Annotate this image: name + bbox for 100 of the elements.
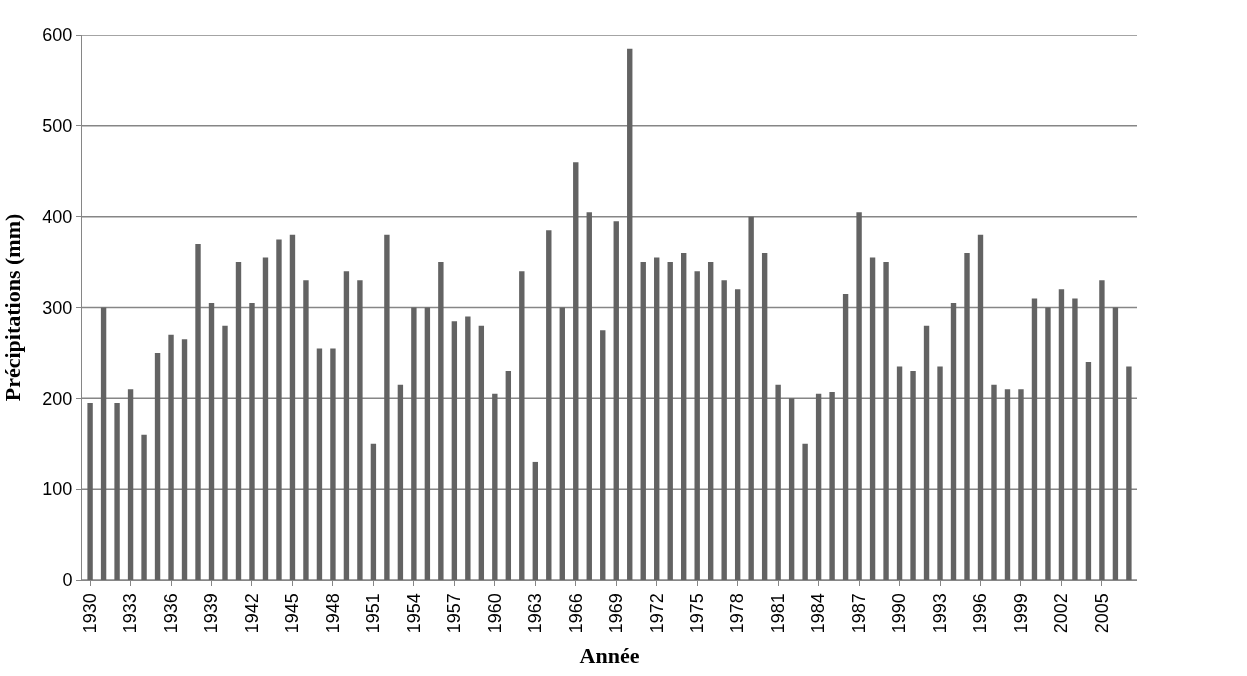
bar xyxy=(154,352,161,580)
bar xyxy=(910,371,916,580)
bar xyxy=(586,212,592,580)
x-tick-label: 1936 xyxy=(160,593,181,634)
bar xyxy=(1004,389,1011,580)
x-tick-label: 1960 xyxy=(484,593,505,634)
bar xyxy=(681,253,687,580)
x-tick-label: 1963 xyxy=(525,593,546,634)
x-tick-label: 1939 xyxy=(201,593,222,634)
bar xyxy=(761,253,768,580)
bar xyxy=(856,212,862,580)
bar xyxy=(492,393,498,580)
x-tick-label: 1972 xyxy=(646,593,667,634)
x-tick-label: 1999 xyxy=(1010,593,1031,634)
bar xyxy=(330,348,336,580)
x-tick-label: 2005 xyxy=(1091,593,1112,634)
x-tick-label: 1969 xyxy=(606,593,627,634)
y-tick-label: 300 xyxy=(42,297,73,318)
bar xyxy=(937,366,943,580)
bar xyxy=(573,162,579,580)
bar xyxy=(546,230,552,580)
bar xyxy=(424,307,431,580)
bar xyxy=(1072,298,1078,580)
bar xyxy=(707,262,714,580)
bar xyxy=(1085,362,1092,580)
bar xyxy=(303,280,309,580)
bar xyxy=(950,302,957,580)
x-tick-label: 1981 xyxy=(767,593,788,634)
y-axis-title: Précipitations (mm) xyxy=(0,213,26,402)
x-tick-label: 2002 xyxy=(1051,593,1072,634)
bar xyxy=(923,325,930,580)
y-tick-label: 500 xyxy=(42,116,73,137)
bar xyxy=(478,325,485,580)
bar xyxy=(438,262,444,580)
y-tick-label: 100 xyxy=(42,479,73,500)
bar xyxy=(640,262,646,580)
bar xyxy=(343,271,350,580)
bar xyxy=(667,262,673,580)
bar xyxy=(694,271,700,580)
bar xyxy=(87,402,93,580)
x-tick-label: 1951 xyxy=(363,593,384,634)
bar xyxy=(627,48,633,580)
bar xyxy=(262,257,269,580)
bar xyxy=(168,334,174,580)
bar xyxy=(1099,280,1105,580)
y-tick-label: 200 xyxy=(42,388,73,409)
bar xyxy=(559,307,565,580)
bar xyxy=(1045,307,1051,580)
bar xyxy=(748,216,754,580)
y-tick-label: 0 xyxy=(62,570,73,591)
bar xyxy=(991,384,997,580)
bar xyxy=(1126,366,1132,580)
bar xyxy=(276,239,282,580)
bar xyxy=(788,398,795,580)
x-axis-title: Année xyxy=(579,643,640,669)
bar xyxy=(114,402,120,580)
bar xyxy=(451,321,458,580)
y-tick-label: 600 xyxy=(42,25,73,46)
x-tick-label: 1930 xyxy=(79,593,100,634)
bar xyxy=(964,253,970,580)
x-tick-label: 1954 xyxy=(403,593,424,634)
bar xyxy=(600,330,606,580)
bar xyxy=(208,302,215,580)
y-tick-label: 400 xyxy=(42,206,73,227)
bar xyxy=(289,234,296,580)
bar xyxy=(411,307,417,580)
x-tick-label: 1990 xyxy=(889,593,910,634)
x-tick-label: 1993 xyxy=(929,593,950,634)
x-tick-label: 1942 xyxy=(241,593,262,634)
bar xyxy=(1112,307,1119,580)
x-tick-label: 1987 xyxy=(848,593,869,634)
bar xyxy=(519,271,525,580)
bar xyxy=(977,234,984,580)
bar xyxy=(775,384,781,580)
bar xyxy=(384,234,390,580)
bar xyxy=(181,339,188,580)
x-tick-label: 1948 xyxy=(322,593,343,634)
bar xyxy=(802,443,808,580)
bar xyxy=(1031,298,1038,580)
bar xyxy=(721,280,727,580)
bar xyxy=(357,280,363,580)
bar xyxy=(734,289,741,580)
bar xyxy=(815,393,822,580)
x-tick-label: 1978 xyxy=(727,593,748,634)
bar xyxy=(127,389,134,580)
bar xyxy=(654,257,660,580)
x-tick-label: 1966 xyxy=(565,593,586,634)
bar xyxy=(100,307,107,580)
bar xyxy=(235,262,242,580)
bar xyxy=(1018,389,1024,580)
bar xyxy=(896,366,903,580)
bar xyxy=(222,325,228,580)
bar xyxy=(397,384,404,580)
bar xyxy=(195,243,201,580)
x-tick-label: 1984 xyxy=(808,593,829,634)
bar xyxy=(1058,289,1065,580)
bar xyxy=(249,302,255,580)
bar xyxy=(883,262,889,580)
bar xyxy=(613,221,619,580)
bar xyxy=(842,293,849,580)
